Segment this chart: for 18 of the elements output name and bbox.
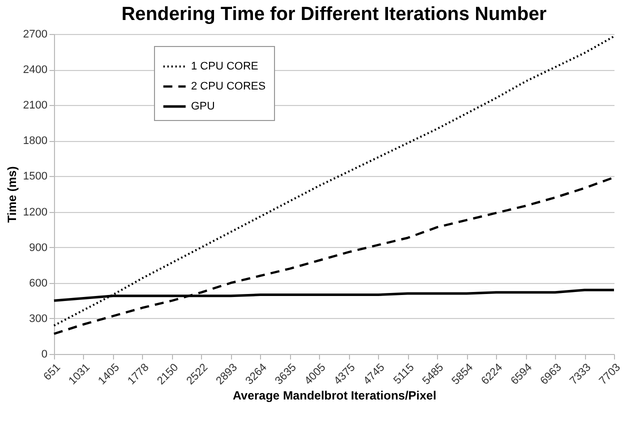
line-series bbox=[53, 35, 615, 327]
y-tick-label: 2400 bbox=[23, 64, 48, 76]
legend-label: GPU bbox=[191, 100, 215, 112]
chart-title: Rendering Time for Different Iterations Number bbox=[121, 4, 548, 25]
y-tick-label: 2700 bbox=[23, 28, 48, 40]
y-tick-label: 300 bbox=[29, 312, 48, 325]
y-tick-label: 1800 bbox=[23, 135, 48, 148]
legend-label: 1 CPU CORE bbox=[191, 60, 258, 72]
y-tick-label: 2100 bbox=[23, 100, 48, 112]
x-axis-title: Average Mandelbrot Iterations/Pixel bbox=[232, 388, 436, 403]
y-tick-label: 1200 bbox=[23, 206, 48, 218]
y-tick-label: 0 bbox=[41, 348, 48, 360]
y-tick-label: 600 bbox=[29, 277, 48, 290]
y-tick-label: 900 bbox=[29, 242, 48, 254]
y-axis-title: Time (ms) bbox=[5, 166, 20, 223]
legend-label: 2 CPU CORES bbox=[191, 80, 266, 92]
y-tick-label: 1500 bbox=[23, 170, 48, 183]
x-tick-label: 651 bbox=[42, 362, 63, 383]
